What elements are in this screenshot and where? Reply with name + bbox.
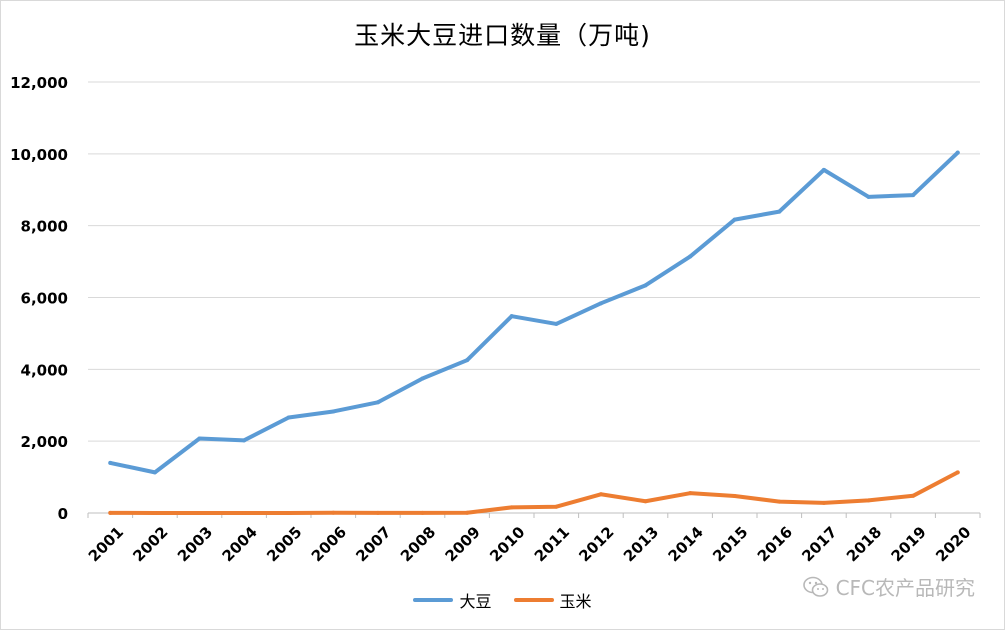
watermark: CFC农产品研究	[802, 572, 975, 601]
legend-label-soybean: 大豆	[459, 592, 492, 611]
data-point	[821, 167, 826, 172]
data-point	[242, 438, 247, 443]
data-point	[688, 254, 693, 259]
x-tick-label: 2020	[932, 523, 974, 565]
data-point	[152, 510, 157, 515]
data-point	[108, 460, 113, 465]
data-point	[777, 499, 782, 504]
wechat-icon	[802, 576, 828, 597]
data-point	[509, 505, 514, 510]
data-point	[598, 492, 603, 497]
data-point	[465, 510, 470, 515]
x-tick-label: 2006	[308, 523, 350, 565]
data-point	[554, 504, 559, 509]
y-tick-label: 4,000	[21, 361, 68, 379]
y-tick-label: 12,000	[10, 74, 68, 92]
data-point	[197, 436, 202, 441]
x-tick-label: 2014	[665, 523, 707, 565]
data-point	[242, 511, 247, 515]
data-point	[331, 409, 336, 414]
x-tick-label: 2011	[531, 523, 573, 565]
data-point	[375, 510, 380, 515]
data-point	[598, 301, 603, 306]
data-point	[643, 283, 648, 288]
data-point	[108, 510, 113, 515]
x-tick-label: 2015	[709, 523, 751, 565]
x-tick-label: 2002	[129, 523, 171, 565]
x-tick-label: 2007	[352, 523, 394, 565]
x-tick-label: 2005	[263, 523, 305, 565]
data-point	[955, 470, 960, 475]
data-point	[331, 510, 336, 515]
data-point	[688, 491, 693, 496]
data-point	[643, 499, 648, 504]
y-tick-label: 6,000	[21, 290, 68, 308]
data-point	[777, 209, 782, 214]
data-point	[420, 510, 425, 515]
data-point	[375, 400, 380, 405]
y-tick-label: 0	[58, 505, 68, 523]
data-point	[197, 511, 202, 515]
data-point	[732, 494, 737, 499]
data-point	[911, 193, 916, 198]
data-point	[821, 500, 826, 505]
legend: 大豆 玉米	[0, 588, 1005, 612]
data-point	[465, 358, 470, 363]
x-tick-label: 2008	[397, 523, 439, 565]
x-tick-label: 2018	[843, 523, 885, 565]
legend-label-corn: 玉米	[559, 592, 592, 611]
data-point	[152, 470, 157, 475]
legend-item-soybean: 大豆	[413, 588, 492, 612]
data-point	[420, 376, 425, 381]
legend-swatch-corn	[513, 598, 554, 602]
y-tick-label: 2,000	[21, 433, 68, 451]
x-tick-label: 2012	[575, 523, 617, 565]
data-point	[554, 321, 559, 326]
x-tick-label: 2009	[442, 523, 484, 565]
watermark-text: CFC农产品研究	[835, 576, 975, 600]
y-tick-label: 10,000	[10, 146, 68, 164]
x-tick-label: 2013	[620, 523, 662, 565]
data-point	[866, 498, 871, 503]
chart-title: 玉米大豆进口数量（万吨)	[354, 21, 651, 50]
legend-item-corn: 玉米	[513, 588, 592, 612]
data-point	[866, 194, 871, 199]
data-point	[732, 217, 737, 222]
x-tick-label: 2019	[888, 523, 930, 565]
data-point	[286, 511, 291, 515]
data-point	[286, 415, 291, 420]
x-tick-label: 2001	[85, 523, 127, 565]
series-line-1	[108, 470, 960, 515]
data-point	[911, 493, 916, 498]
x-tick-label: 2004	[219, 523, 261, 565]
legend-swatch-soybean	[413, 598, 454, 602]
x-tick-label: 2016	[754, 523, 796, 565]
x-tick-label: 2017	[798, 523, 840, 565]
series-line-0	[108, 150, 960, 475]
data-point	[509, 314, 514, 319]
y-tick-label: 8,000	[21, 218, 68, 236]
data-point	[955, 150, 960, 155]
x-tick-label: 2010	[486, 523, 528, 565]
x-tick-label: 2003	[174, 523, 216, 565]
